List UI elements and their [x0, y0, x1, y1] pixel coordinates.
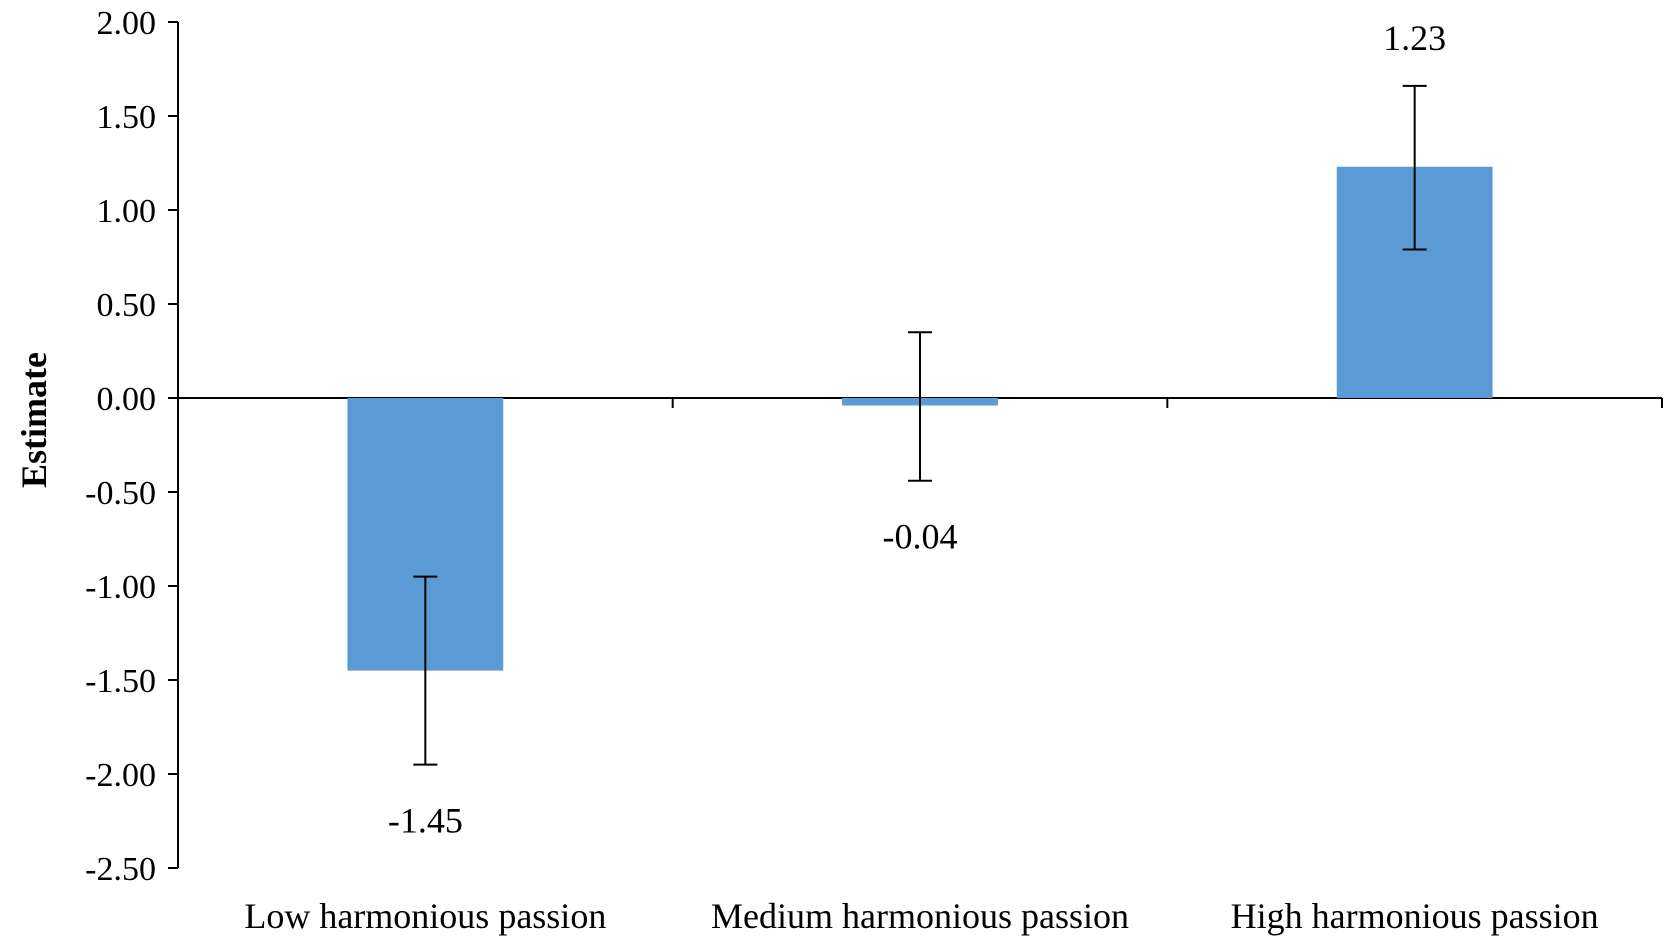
x-category-label-2: Medium harmonious passion [711, 896, 1129, 936]
x-category-label-3: High harmonious passion [1231, 896, 1599, 936]
y-tick-label: 1.50 [97, 99, 157, 136]
labels: 2.00 1.50 1.00 0.50 0.00 -0.50 -1.00 -1.50 -2.00… [85, 5, 1598, 936]
y-tick-label: -2.00 [85, 757, 156, 794]
data-label-1: -1.45 [388, 801, 463, 841]
y-tick-label: -2.50 [85, 851, 156, 888]
data-label-3: 1.23 [1383, 18, 1446, 58]
data-label-2: -0.04 [883, 517, 958, 557]
y-tick-label: 2.00 [97, 5, 157, 42]
y-axis-title: Estimate [14, 352, 54, 488]
y-tick-label: -0.50 [85, 475, 156, 512]
y-tick-label: 1.00 [97, 193, 157, 230]
y-tick-label: 0.00 [97, 381, 157, 418]
error-bars [413, 84, 1427, 766]
y-tick-label: -1.50 [85, 663, 156, 700]
y-tick-label: -1.00 [85, 569, 156, 606]
x-category-label-1: Low harmonious passion [244, 896, 606, 936]
y-tick-label: 0.50 [97, 287, 157, 324]
